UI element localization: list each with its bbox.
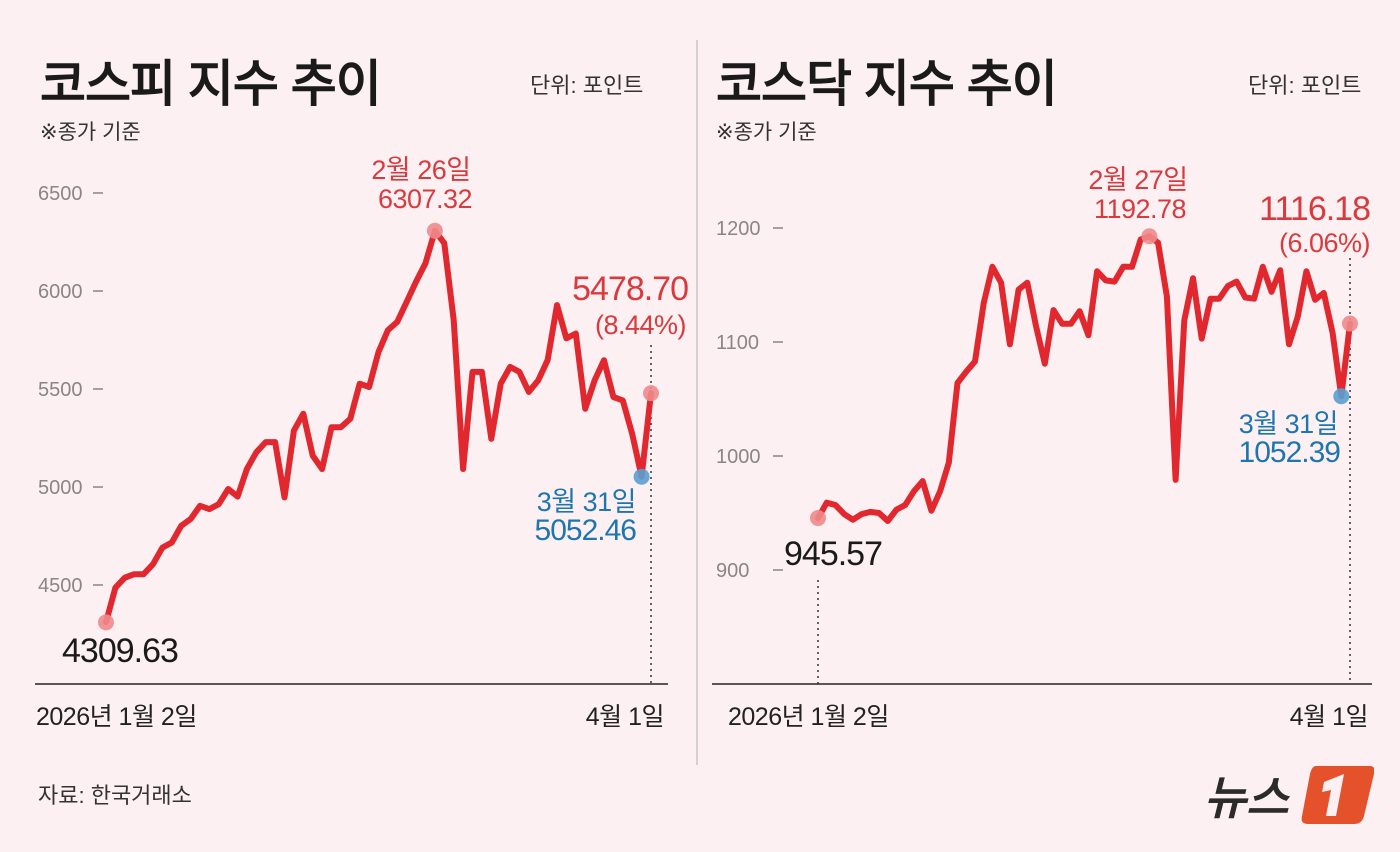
news1-logo: 뉴스 [1204, 760, 1374, 830]
kosdaq-unit-label: 단위: 포인트 [1248, 73, 1362, 98]
kospi-x-start-label: 2026년 1월 2일 [36, 703, 197, 731]
kospi-start-value: 4309.63 [62, 632, 179, 670]
kospi-y-tick-label: 5500 [38, 379, 83, 401]
kospi-last-change: (8.44%) [594, 310, 687, 340]
kosdaq-peak-date: 2월 27일 [1088, 165, 1188, 195]
svg-text:뉴스: 뉴스 [1204, 771, 1290, 825]
kospi-y-tick-label: 6000 [38, 281, 83, 303]
kosdaq-peak-value: 1192.78 [1093, 194, 1187, 224]
kospi-last-value: 5478.70 [572, 270, 689, 308]
kosdaq-last-change: (6.06%) [1278, 228, 1371, 258]
kosdaq-y-tick-label: 1000 [716, 446, 761, 468]
kosdaq-y-tick-label: 1100 [716, 332, 759, 354]
kosdaq-title: 코스닥 지수 추이 [716, 56, 1058, 112]
kospi-low-marker [633, 468, 650, 485]
kosdaq-peak-marker [1141, 228, 1158, 245]
kosdaq-x-end-label: 4월 1일 [1289, 703, 1369, 731]
kospi-peak-marker [426, 222, 443, 239]
kospi-unit-label: 단위: 포인트 [530, 73, 644, 98]
kospi-last-marker [643, 385, 659, 402]
kospi-series-line [103, 227, 654, 626]
kospi-peak-value: 6307.32 [377, 184, 473, 214]
kosdaq-low-marker [1333, 388, 1350, 405]
kospi-peak-date: 2월 26일 [371, 155, 471, 185]
kosdaq-note: ※종가 기준 [716, 121, 817, 144]
kospi-low-date: 3월 31일 [536, 487, 637, 517]
kosdaq-last-marker [1342, 315, 1358, 332]
kosdaq-low-date: 3월 31일 [1238, 409, 1339, 439]
kospi-y-tick-label: 4500 [38, 575, 83, 597]
kospi-y-tick-label: 6500 [38, 183, 83, 205]
kospi-note: ※종가 기준 [40, 121, 141, 144]
kosdaq-start-marker [810, 510, 826, 527]
kosdaq-low-value: 1052.39 [1238, 436, 1341, 469]
kospi-x-end-label: 4월 1일 [585, 703, 665, 731]
kosdaq-start-value: 945.57 [784, 535, 883, 573]
kosdaq-y-tick-label: 1200 [716, 218, 761, 240]
kosdaq-series-line [815, 233, 1353, 524]
kospi-low-value: 5052.46 [534, 514, 637, 547]
kosdaq-x-start-label: 2026년 1월 2일 [728, 703, 889, 731]
kosdaq-last-value: 1116.18 [1259, 190, 1371, 228]
kosdaq-y-tick-label: 900 [716, 560, 749, 582]
kospi-start-marker [98, 614, 114, 631]
kospi-y-tick-label: 5000 [38, 477, 83, 499]
kospi-title: 코스피 지수 추이 [40, 56, 382, 112]
source-label: 자료: 한국거래소 [38, 783, 192, 808]
